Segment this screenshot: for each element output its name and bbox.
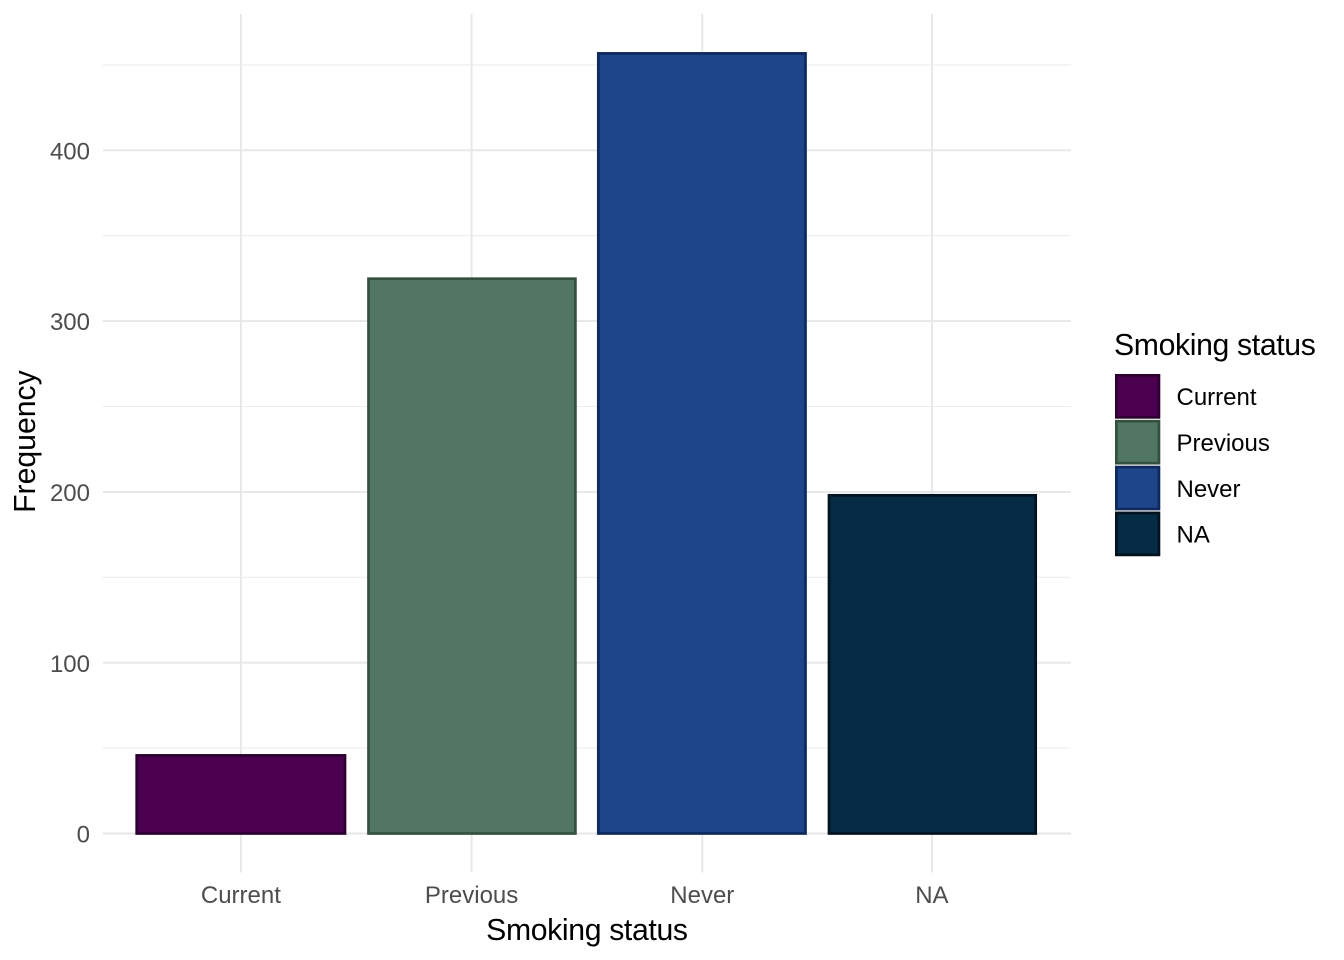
svg-text:Never: Never <box>1177 476 1241 503</box>
svg-text:Current: Current <box>1177 384 1257 411</box>
svg-text:Smoking status: Smoking status <box>486 914 687 947</box>
svg-text:Smoking status: Smoking status <box>1114 329 1315 362</box>
svg-text:0: 0 <box>77 822 90 849</box>
svg-text:300: 300 <box>50 309 90 336</box>
svg-text:Previous: Previous <box>425 882 518 909</box>
svg-text:NA: NA <box>915 882 948 909</box>
svg-text:Current: Current <box>201 882 281 909</box>
svg-text:Never: Never <box>670 882 734 909</box>
svg-text:Frequency: Frequency <box>9 369 42 513</box>
svg-text:200: 200 <box>50 480 90 507</box>
svg-text:400: 400 <box>50 138 90 165</box>
svg-text:NA: NA <box>1177 522 1210 549</box>
svg-text:Previous: Previous <box>1177 430 1270 457</box>
svg-text:100: 100 <box>50 651 90 678</box>
